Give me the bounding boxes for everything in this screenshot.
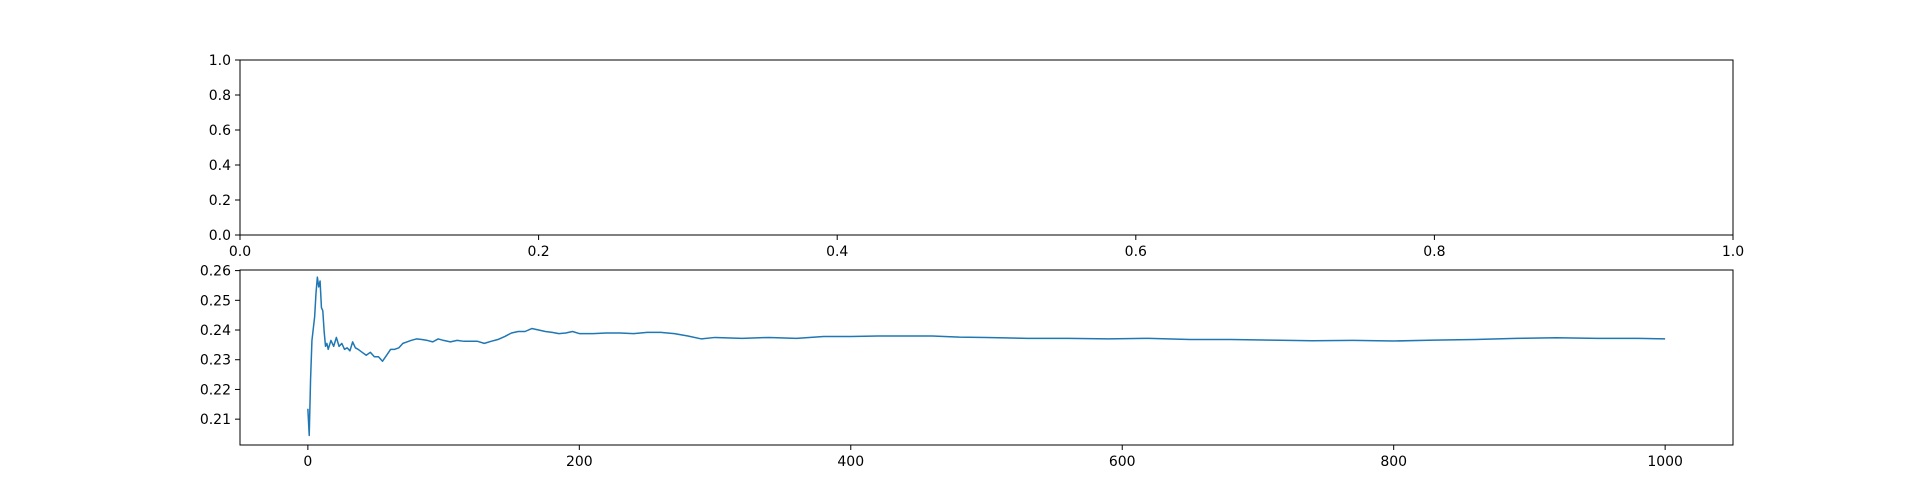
y-tick-label: 0.24: [200, 323, 231, 339]
y-tick-label: 1.0: [209, 53, 231, 69]
y-tick-label: 0.0: [209, 228, 231, 244]
y-tick-label: 0.21: [200, 412, 231, 428]
x-tick-label: 400: [837, 454, 864, 470]
y-tick-label: 0.23: [200, 353, 231, 369]
axes-frame: [239, 59, 1734, 236]
y-tick-label: 0.2: [209, 193, 231, 209]
y-tick-label: 0.25: [200, 293, 231, 309]
y-tick-label: 0.8: [209, 88, 231, 104]
x-tick-label: 800: [1380, 454, 1407, 470]
x-tick-label: 0.0: [229, 244, 251, 260]
y-tick-label: 0.26: [200, 264, 231, 280]
x-tick-label: 0.4: [826, 244, 848, 260]
axes-frame: [239, 269, 1734, 446]
x-tick-label: 0.8: [1423, 244, 1445, 260]
y-tick-label: 0.4: [209, 158, 231, 174]
x-tick-label: 0: [303, 454, 312, 470]
bottom-axes: 0 200 400 600 800 1000 0.21 0.22 0.23 0.24 0.25 0.2…: [200, 264, 1734, 470]
top-axes: 0.0 0.2 0.4 0.6 0.8 1.0 0.0 0.2 0.4 0.6 0.8 1.0: [209, 53, 1744, 260]
y-tick-label: 0.6: [209, 123, 231, 139]
x-tick-label: 200: [566, 454, 593, 470]
x-tick-label: 600: [1109, 454, 1136, 470]
x-tick-label: 0.6: [1125, 244, 1147, 260]
x-tick-label: 1000: [1647, 454, 1683, 470]
y-tick-label: 0.22: [200, 382, 231, 398]
x-tick-label: 0.2: [527, 244, 549, 260]
series-line-0: [307, 276, 1666, 437]
x-tick-label: 1.0: [1722, 244, 1744, 260]
